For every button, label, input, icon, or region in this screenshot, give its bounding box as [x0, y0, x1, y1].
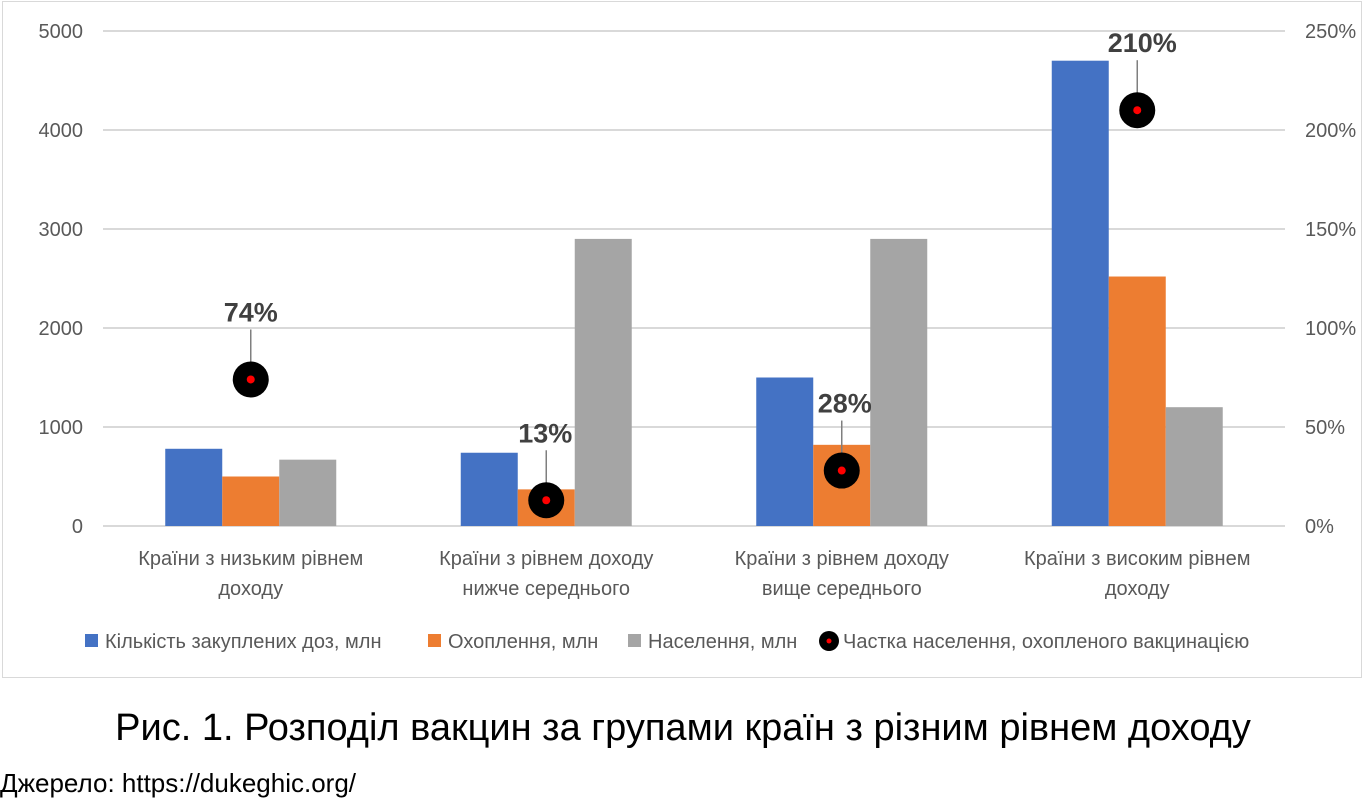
bar — [460, 452, 518, 526]
chart: 0 1000 2000 3000 4000 5000 0% 50% 100% 150% 200% 25… — [39, 21, 1357, 653]
left-axis-tick-label: 0 — [72, 516, 83, 538]
data-label: 210% — [1108, 28, 1177, 58]
right-axis-tick-label: 100% — [1305, 318, 1356, 340]
category-label: доходу — [218, 578, 283, 600]
source-note: Джерело: https://dukeghic.org/ — [0, 768, 357, 798]
category-label: Країни з рівнем доходу — [735, 548, 949, 570]
marker-center — [542, 496, 551, 505]
data-label: 28% — [818, 389, 872, 419]
figure-caption: Рис. 1. Розподіл вакцин за групами країн… — [115, 707, 1251, 749]
right-axis-tick-label: 250% — [1305, 21, 1356, 43]
bar — [870, 238, 928, 526]
left-axis-tick-label: 1000 — [39, 417, 84, 439]
legend-swatch — [428, 634, 441, 647]
left-axis-tick-label: 3000 — [39, 219, 84, 241]
category-label: Країни з високим рівнем — [1024, 548, 1250, 570]
category-label: доходу — [1105, 578, 1170, 600]
marker-center — [246, 375, 255, 384]
bar — [1051, 60, 1109, 526]
bar — [165, 448, 223, 526]
legend-label: Охоплення, млн — [448, 631, 598, 653]
marker-center — [837, 466, 846, 475]
legend-swatch — [628, 634, 641, 647]
bar — [756, 377, 814, 526]
bar — [574, 238, 632, 526]
left-axis-tick-label: 4000 — [39, 120, 84, 142]
legend-label: Кількість закуплених доз, млн — [105, 631, 382, 653]
bar — [222, 476, 280, 526]
bar — [1165, 407, 1223, 526]
bar — [279, 459, 337, 526]
data-label: 74% — [224, 297, 278, 327]
left-axis-tick-label: 5000 — [39, 21, 84, 43]
category-label: вище середнього — [762, 578, 922, 600]
right-axis-tick-label: 0% — [1305, 516, 1334, 538]
right-axis-tick-label: 200% — [1305, 120, 1356, 142]
left-axis-tick-label: 2000 — [39, 318, 84, 340]
legend-swatch — [85, 634, 98, 647]
category-label: нижче середнього — [462, 578, 630, 600]
data-label: 13% — [518, 418, 572, 448]
right-axis-tick-label: 150% — [1305, 219, 1356, 241]
right-axis-tick-label: 50% — [1305, 417, 1345, 439]
category-label: Країни з рівнем доходу — [439, 548, 653, 570]
chart-frame: 0 1000 2000 3000 4000 5000 0% 50% 100% 150% 200% 25… — [2, 1, 1362, 678]
bar — [1108, 276, 1166, 526]
legend-label: Частка населення, охопленого вакцинацією — [843, 631, 1249, 653]
category-label: Країни з низьким рівнем — [138, 548, 363, 570]
legend-label: Населення, млн — [648, 631, 797, 653]
legend-marker-center — [826, 638, 832, 644]
marker-center — [1133, 106, 1142, 115]
